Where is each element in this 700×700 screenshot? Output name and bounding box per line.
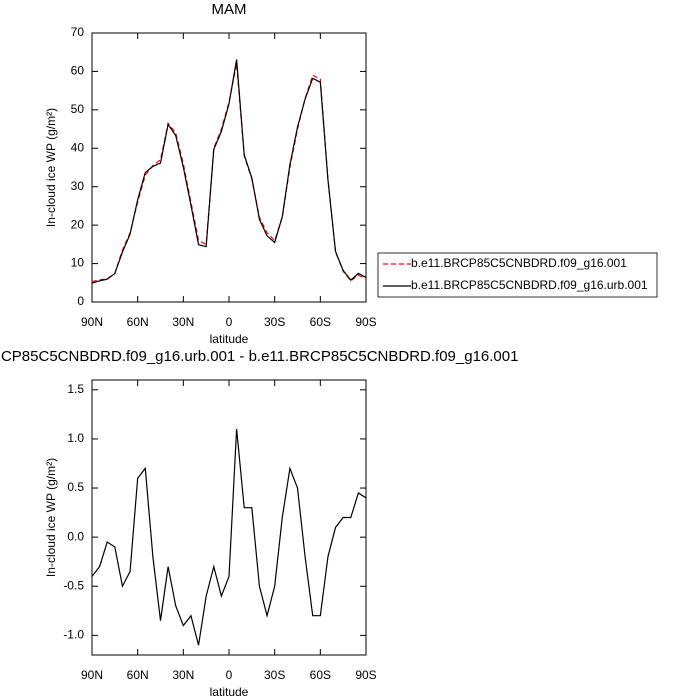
x-tick-label: 60S [310,668,331,682]
x-tick-label: 60S [310,315,331,329]
x-tick-label: 0 [226,315,233,329]
x-tick-label: 90N [81,668,103,682]
y-tick-label: -0.5 [63,578,84,592]
x-tick-label: 30N [172,668,194,682]
x-tick-label: 0 [226,668,233,682]
plot-frame [91,32,367,303]
y-tick-label: 60 [71,64,85,78]
legend: b.e11.BRCP85C5CNBDRD.f09_g16.001 b.e11.BR… [377,252,658,298]
y-tick-label: -1.0 [63,628,84,642]
y-tick-label: 20 [71,217,85,231]
chart: MAM latitude In-cloud ice WP (g/m²) 90N 60N 3… [44,1,658,346]
data-line [92,63,366,283]
x-axis-label: latitude [210,332,249,346]
x-tick-label: 90S [355,315,376,329]
data-line [92,429,366,646]
y-tick-label: 40 [71,140,85,154]
chart-title: MAM [212,1,247,18]
y-tick-label: 0 [77,294,84,308]
y-tick-label: 10 [71,256,85,270]
y-tick-label: 30 [71,179,85,193]
x-tick-label: 90S [355,668,376,682]
x-tick-label: 90N [81,315,103,329]
x-axis-label: latitude [210,685,249,699]
legend-label: b.e11.BRCP85C5CNBDRD.f09_g16.001 [411,256,627,270]
chart-title: b.e11.BRCP85C5CNBDRD.f09_g16.urb.001 - b… [0,348,518,365]
y-tick-label: 0.0 [67,529,84,543]
y-tick-label: 1.0 [67,431,84,445]
legend-box [377,252,658,298]
chart: b.e11.BRCP85C5CNBDRD.f09_g16.urb.001 - b… [0,348,518,699]
x-tick-label: 60N [127,315,149,329]
y-axis-label: In-cloud ice WP (g/m²) [44,458,58,577]
x-tick-label: 30S [264,315,285,329]
x-tick-label: 30N [172,315,194,329]
y-tick-label: 0.5 [67,480,84,494]
plot-frame [91,379,367,656]
y-tick-label: 50 [71,102,85,116]
x-tick-label: 30S [264,668,285,682]
legend-label: b.e11.BRCP85C5CNBDRD.f09_g16.urb.001 [411,278,648,292]
y-axis-label: In-cloud ice WP (g/m²) [44,108,58,227]
y-tick-label: 70 [71,25,85,39]
data-line [92,59,366,284]
y-tick-label: 1.5 [67,382,84,396]
x-tick-label: 60N [127,668,149,682]
